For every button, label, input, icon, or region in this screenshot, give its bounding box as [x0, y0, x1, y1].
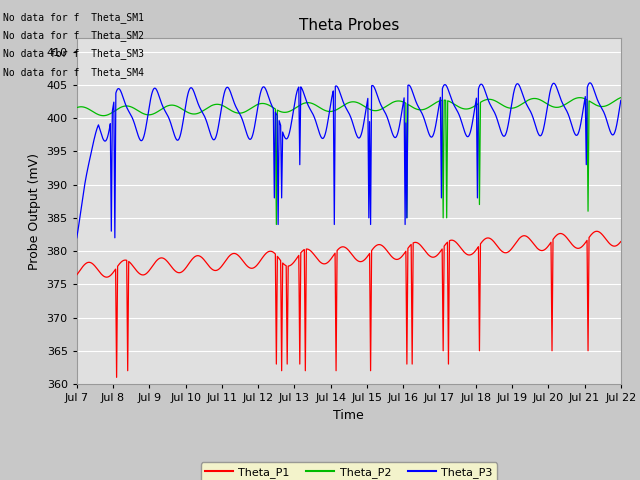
- Text: No data for f  Theta_SM4: No data for f Theta_SM4: [3, 67, 144, 78]
- Theta_P3: [584, 83, 591, 89]
- Theta_P1: [113, 374, 120, 380]
- Theta_P1: [507, 247, 515, 252]
- Text: No data for f  Theta_SM3: No data for f Theta_SM3: [3, 48, 144, 60]
- Theta_P2: [225, 106, 232, 112]
- Theta_P1: [584, 348, 592, 354]
- Y-axis label: Probe Output (mV): Probe Output (mV): [28, 153, 41, 270]
- Theta_P2: [73, 105, 81, 110]
- Legend: Theta_P1, Theta_P2, Theta_P3: Theta_P1, Theta_P2, Theta_P3: [200, 462, 497, 480]
- Theta_P1: [73, 272, 81, 278]
- Theta_P2: [273, 222, 280, 228]
- Theta_P2: [507, 105, 515, 111]
- Theta_P2: [617, 95, 625, 100]
- Line: Theta_P2: Theta_P2: [77, 97, 621, 225]
- Theta_P3: [507, 107, 515, 113]
- Theta_P2: [584, 208, 592, 214]
- Theta_P2: [365, 106, 372, 112]
- Theta_P3: [376, 100, 384, 106]
- Theta_P3: [365, 155, 372, 161]
- Line: Theta_P1: Theta_P1: [77, 231, 621, 377]
- Theta_P1: [365, 252, 372, 258]
- Theta_P1: [376, 242, 384, 248]
- Theta_P1: [569, 242, 577, 248]
- Theta_P1: [617, 239, 625, 244]
- Line: Theta_P3: Theta_P3: [77, 83, 621, 238]
- Theta_P1: [225, 254, 232, 260]
- Theta_P3: [73, 235, 81, 240]
- X-axis label: Time: Time: [333, 408, 364, 421]
- Title: Theta Probes: Theta Probes: [299, 18, 399, 33]
- Theta_P1: [593, 228, 601, 234]
- Text: No data for f  Theta_SM1: No data for f Theta_SM1: [3, 12, 144, 23]
- Theta_P2: [376, 107, 384, 112]
- Theta_P3: [617, 97, 625, 103]
- Theta_P3: [586, 80, 594, 86]
- Theta_P2: [569, 97, 577, 103]
- Theta_P3: [225, 85, 232, 91]
- Text: No data for f  Theta_SM2: No data for f Theta_SM2: [3, 30, 144, 41]
- Theta_P3: [569, 125, 577, 131]
